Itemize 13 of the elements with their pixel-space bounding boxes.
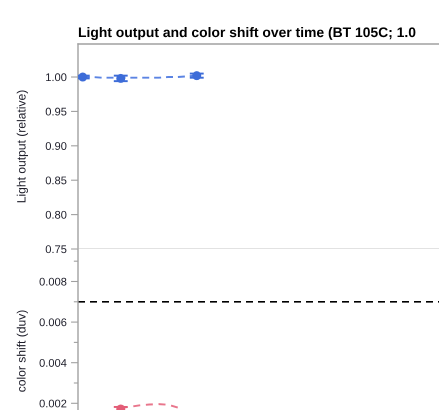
y-tick-label: 0.95	[46, 108, 66, 116]
y-tick-label: 0.90	[46, 142, 66, 150]
chart-title: Light output and color shift over time (BT 105C; 1.0	[78, 26, 416, 40]
y-tick-label: 0.006	[40, 318, 66, 326]
y-tick-label: 0.85	[46, 176, 66, 184]
y-tick-label: 0.75	[46, 245, 66, 254]
y-tick-label: 0.004	[40, 358, 67, 367]
y-tick-label: 0.002	[40, 400, 66, 408]
y-axis-title: color shift (duv)	[16, 310, 28, 392]
y-axis-title: Light output (relative)	[16, 90, 28, 202]
y-tick-label: 1.00	[46, 73, 66, 82]
y-tick-label: 0.008	[40, 278, 66, 286]
y-tick-label: 0.80	[46, 210, 66, 219]
